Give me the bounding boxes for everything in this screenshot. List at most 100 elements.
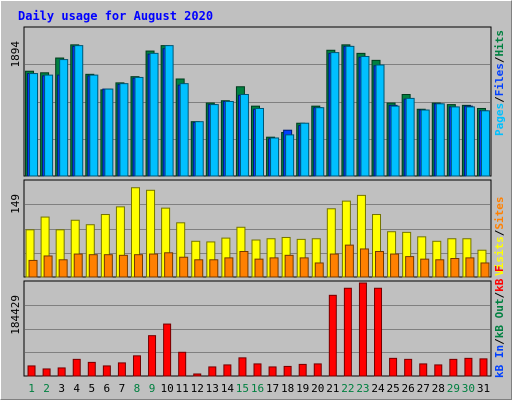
bar-sites-day-26 (405, 256, 415, 278)
x-tick-label-day-8: 8 (134, 382, 141, 395)
bar-kbytes-day-14 (223, 364, 232, 377)
legend-separator: / (493, 292, 506, 299)
x-tick-label-day-31: 31 (477, 382, 490, 395)
bar-kbytes-day-25 (389, 357, 398, 377)
bar-pages-day-27 (420, 109, 430, 177)
x-tick-label-day-3: 3 (58, 382, 65, 395)
x-tick-label-day-28: 28 (432, 382, 445, 395)
bar-pages-day-10 (164, 45, 174, 177)
bar-pages-day-19 (300, 122, 310, 177)
bar-sites-day-1 (28, 259, 38, 278)
panel-kbytes (23, 280, 492, 377)
bar-pages-day-8 (134, 76, 144, 177)
bar-pages-day-14 (224, 100, 234, 177)
x-tick-label-day-25: 25 (386, 382, 399, 395)
bar-pages-day-24 (375, 64, 385, 177)
bar-pages-day-30 (465, 106, 475, 177)
x-axis-labels: 1 2 3 4 5 6 7 8 9 10 11 12 13 14 15 16 17 18 19 20 21 22 23 24 2… (28, 382, 490, 395)
bar-pages-day-20 (315, 107, 325, 177)
x-tick-label-day-18: 18 (281, 382, 294, 395)
bar-pages-day-1 (29, 73, 39, 177)
bar-kbytes-day-28 (434, 364, 443, 377)
bar-kbytes-day-20 (313, 363, 322, 377)
bar-kbytes-day-23 (358, 282, 367, 377)
bar-pages-day-12 (194, 121, 204, 177)
bar-sites-day-19 (299, 257, 309, 278)
x-tick-label-day-5: 5 (88, 382, 95, 395)
bar-sites-day-12 (194, 259, 204, 278)
bar-pages-day-15 (239, 94, 249, 177)
x-tick-label-day-12: 12 (191, 382, 204, 395)
x-tick-label-day-16: 16 (251, 382, 264, 395)
bar-sites-day-6 (103, 254, 113, 278)
bar-sites-day-21 (329, 253, 339, 278)
bar-sites-day-27 (420, 258, 430, 278)
bar-sites-day-15 (239, 250, 249, 278)
bar-kbytes-day-21 (328, 294, 337, 377)
bar-sites-day-10 (164, 252, 174, 278)
bar-sites-day-25 (390, 253, 400, 278)
bar-kbytes-day-17 (268, 366, 277, 377)
bar-pages-day-4 (74, 45, 84, 177)
x-tick-label-day-6: 6 (104, 382, 111, 395)
panel-max-label: 1894 (9, 41, 22, 68)
bar-sites-day-8 (133, 254, 143, 278)
bar-pages-day-11 (179, 83, 189, 177)
legend-separator: / (493, 338, 506, 345)
bar-kbytes-day-27 (419, 363, 428, 377)
bar-pages-day-17 (270, 137, 280, 177)
legend-entry-kb-out: kB Out (493, 299, 506, 339)
panel-max-labels: 1894 149 184429 (9, 41, 22, 335)
x-tick-label-day-29: 29 (447, 382, 460, 395)
bar-kbytes-day-15 (238, 357, 247, 377)
legend-entry-hits: Hits (493, 30, 506, 57)
bar-kbytes-day-30 (464, 357, 473, 377)
bar-pages-day-16 (255, 107, 264, 177)
bar-sites-day-5 (88, 254, 98, 278)
legend-entry-visits: Visits (493, 236, 506, 276)
bar-kbytes-day-24 (374, 287, 383, 377)
bar-sites-day-7 (118, 254, 128, 278)
bar-kbytes-day-16 (253, 363, 262, 377)
x-tick-label-day-17: 17 (266, 382, 279, 395)
bar-sites-day-16 (254, 258, 264, 278)
legend-separator: / (493, 56, 506, 63)
bar-pages-day-9 (149, 52, 159, 177)
x-tick-label-day-30: 30 (462, 382, 475, 395)
bar-kbytes-day-5 (87, 361, 96, 377)
bar-sites-day-31 (480, 262, 490, 278)
legend-2: Visits/Sites (493, 197, 506, 277)
bar-pages-day-5 (89, 74, 99, 177)
legend-entry-kb-in: kB In (493, 345, 506, 378)
bar-sites-day-9 (149, 253, 159, 278)
bar-pages-day-23 (360, 55, 370, 177)
x-tick-label-day-10: 10 (160, 382, 173, 395)
bar-sites-day-13 (209, 259, 219, 278)
panel-visits-sites (23, 179, 492, 278)
bar-sites-day-4 (73, 253, 83, 278)
bar-sites-day-3 (58, 259, 68, 278)
bar-kbytes-day-9 (148, 335, 157, 377)
bar-kbytes-day-3 (57, 367, 66, 377)
bar-kbytes-day-22 (343, 287, 352, 377)
x-tick-label-day-13: 13 (206, 382, 219, 395)
legend-entry-sites: Sites (493, 197, 506, 230)
bar-sites-day-2 (43, 255, 53, 278)
bar-sites-day-23 (359, 248, 369, 278)
bar-pages-day-25 (390, 105, 400, 177)
x-tick-label-day-1: 1 (28, 382, 35, 395)
bar-pages-day-31 (480, 110, 490, 177)
legend-entry-pages: Pages (493, 103, 506, 136)
legend-3: kB In/kB Out/kB F (493, 265, 506, 378)
bar-pages-day-28 (435, 103, 445, 177)
bar-sites-day-14 (224, 257, 234, 278)
panel-background (23, 280, 492, 377)
bar-kbytes-day-26 (404, 358, 413, 377)
panel-max-label: 184429 (9, 295, 22, 335)
chart-panels (23, 26, 492, 377)
x-tick-label-day-9: 9 (149, 382, 156, 395)
bar-kbytes-day-13 (208, 366, 217, 377)
panel-hits-files-pages (23, 26, 492, 177)
legend-separator: / (493, 229, 506, 236)
bar-pages-day-29 (450, 106, 460, 177)
